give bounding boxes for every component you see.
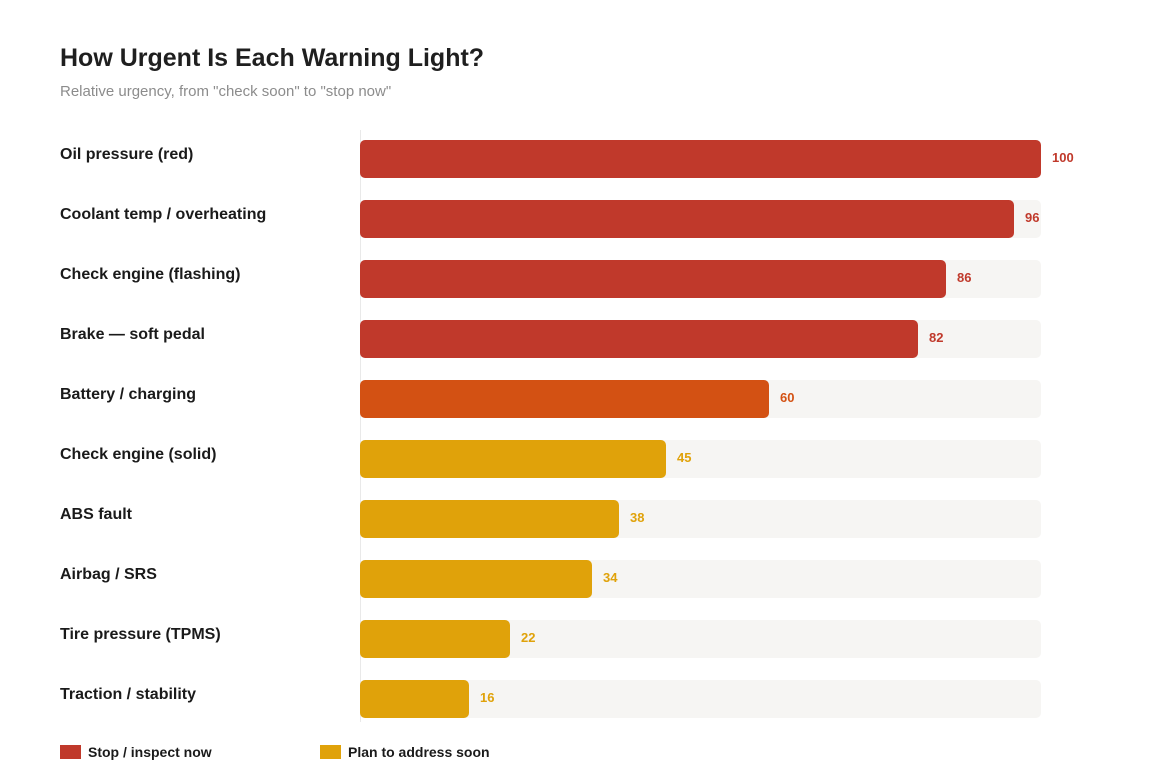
category-label: Check engine (flashing): [60, 266, 241, 283]
data-label: 45: [677, 450, 692, 465]
category-label: Traction / stability: [60, 686, 197, 703]
legend-item-plan: Plan to address soon: [320, 744, 490, 760]
data-label: 34: [603, 570, 618, 585]
bar: [360, 260, 946, 298]
data-label: 96: [1025, 210, 1040, 225]
data-label: 16: [480, 690, 495, 705]
category-label: Tire pressure (TPMS): [60, 626, 221, 643]
legend-item-stop: Stop / inspect now: [60, 744, 212, 760]
bar: [360, 680, 469, 718]
bar: [360, 320, 918, 358]
bar-row: Battery / charging 60: [0, 380, 1160, 420]
bar-row: Airbag / SRS 34: [0, 560, 1160, 600]
data-label: 86: [957, 270, 972, 285]
bar-track: [360, 200, 1041, 238]
data-label: 82: [929, 330, 944, 345]
legend-label-plan: Plan to address soon: [348, 744, 490, 760]
data-label: 38: [630, 510, 645, 525]
bar: [360, 140, 1041, 178]
bar-track: [360, 140, 1041, 178]
bar: [360, 560, 592, 598]
bar-row: Traction / stability 16: [0, 680, 1160, 720]
category-label: Oil pressure (red): [60, 146, 194, 163]
bar-row: Coolant temp / overheating 96: [0, 200, 1160, 240]
bar-track: [360, 320, 1041, 358]
category-label: Brake — soft pedal: [60, 326, 205, 343]
category-label: ABS fault: [60, 506, 132, 523]
bar-row: Check engine (flashing) 86: [0, 260, 1160, 300]
bar-track: [360, 380, 1041, 418]
bar-row: Tire pressure (TPMS) 22: [0, 620, 1160, 660]
axis-baseline: [360, 130, 361, 722]
bar-row: Check engine (solid) 45: [0, 440, 1160, 480]
legend-swatch-plan: [320, 745, 341, 759]
chart-subtitle: Relative urgency, from "check soon" to "…: [60, 83, 392, 100]
bar: [360, 620, 510, 658]
category-label: Airbag / SRS: [60, 566, 157, 583]
bar: [360, 440, 666, 478]
chart-title: How Urgent Is Each Warning Light?: [60, 44, 485, 72]
category-label: Check engine (solid): [60, 446, 217, 463]
data-label: 22: [521, 630, 536, 645]
data-label: 60: [780, 390, 795, 405]
category-label: Battery / charging: [60, 386, 197, 403]
bar: [360, 500, 619, 538]
bar-track: [360, 500, 1041, 538]
bar-row: ABS fault 38: [0, 500, 1160, 540]
category-label: Coolant temp / overheating: [60, 206, 267, 223]
bar-row: Oil pressure (red) 100: [0, 140, 1160, 180]
bar-track: [360, 440, 1041, 478]
legend-swatch-stop: [60, 745, 81, 759]
bar-row: Brake — soft pedal 82: [0, 320, 1160, 360]
bar: [360, 200, 1014, 238]
data-label: 100: [1052, 150, 1074, 165]
bar-track: [360, 620, 1041, 658]
bar-track: [360, 260, 1041, 298]
legend-label-stop: Stop / inspect now: [88, 744, 212, 760]
bar-track: [360, 680, 1041, 718]
bar: [360, 380, 769, 418]
bar-track: [360, 560, 1041, 598]
